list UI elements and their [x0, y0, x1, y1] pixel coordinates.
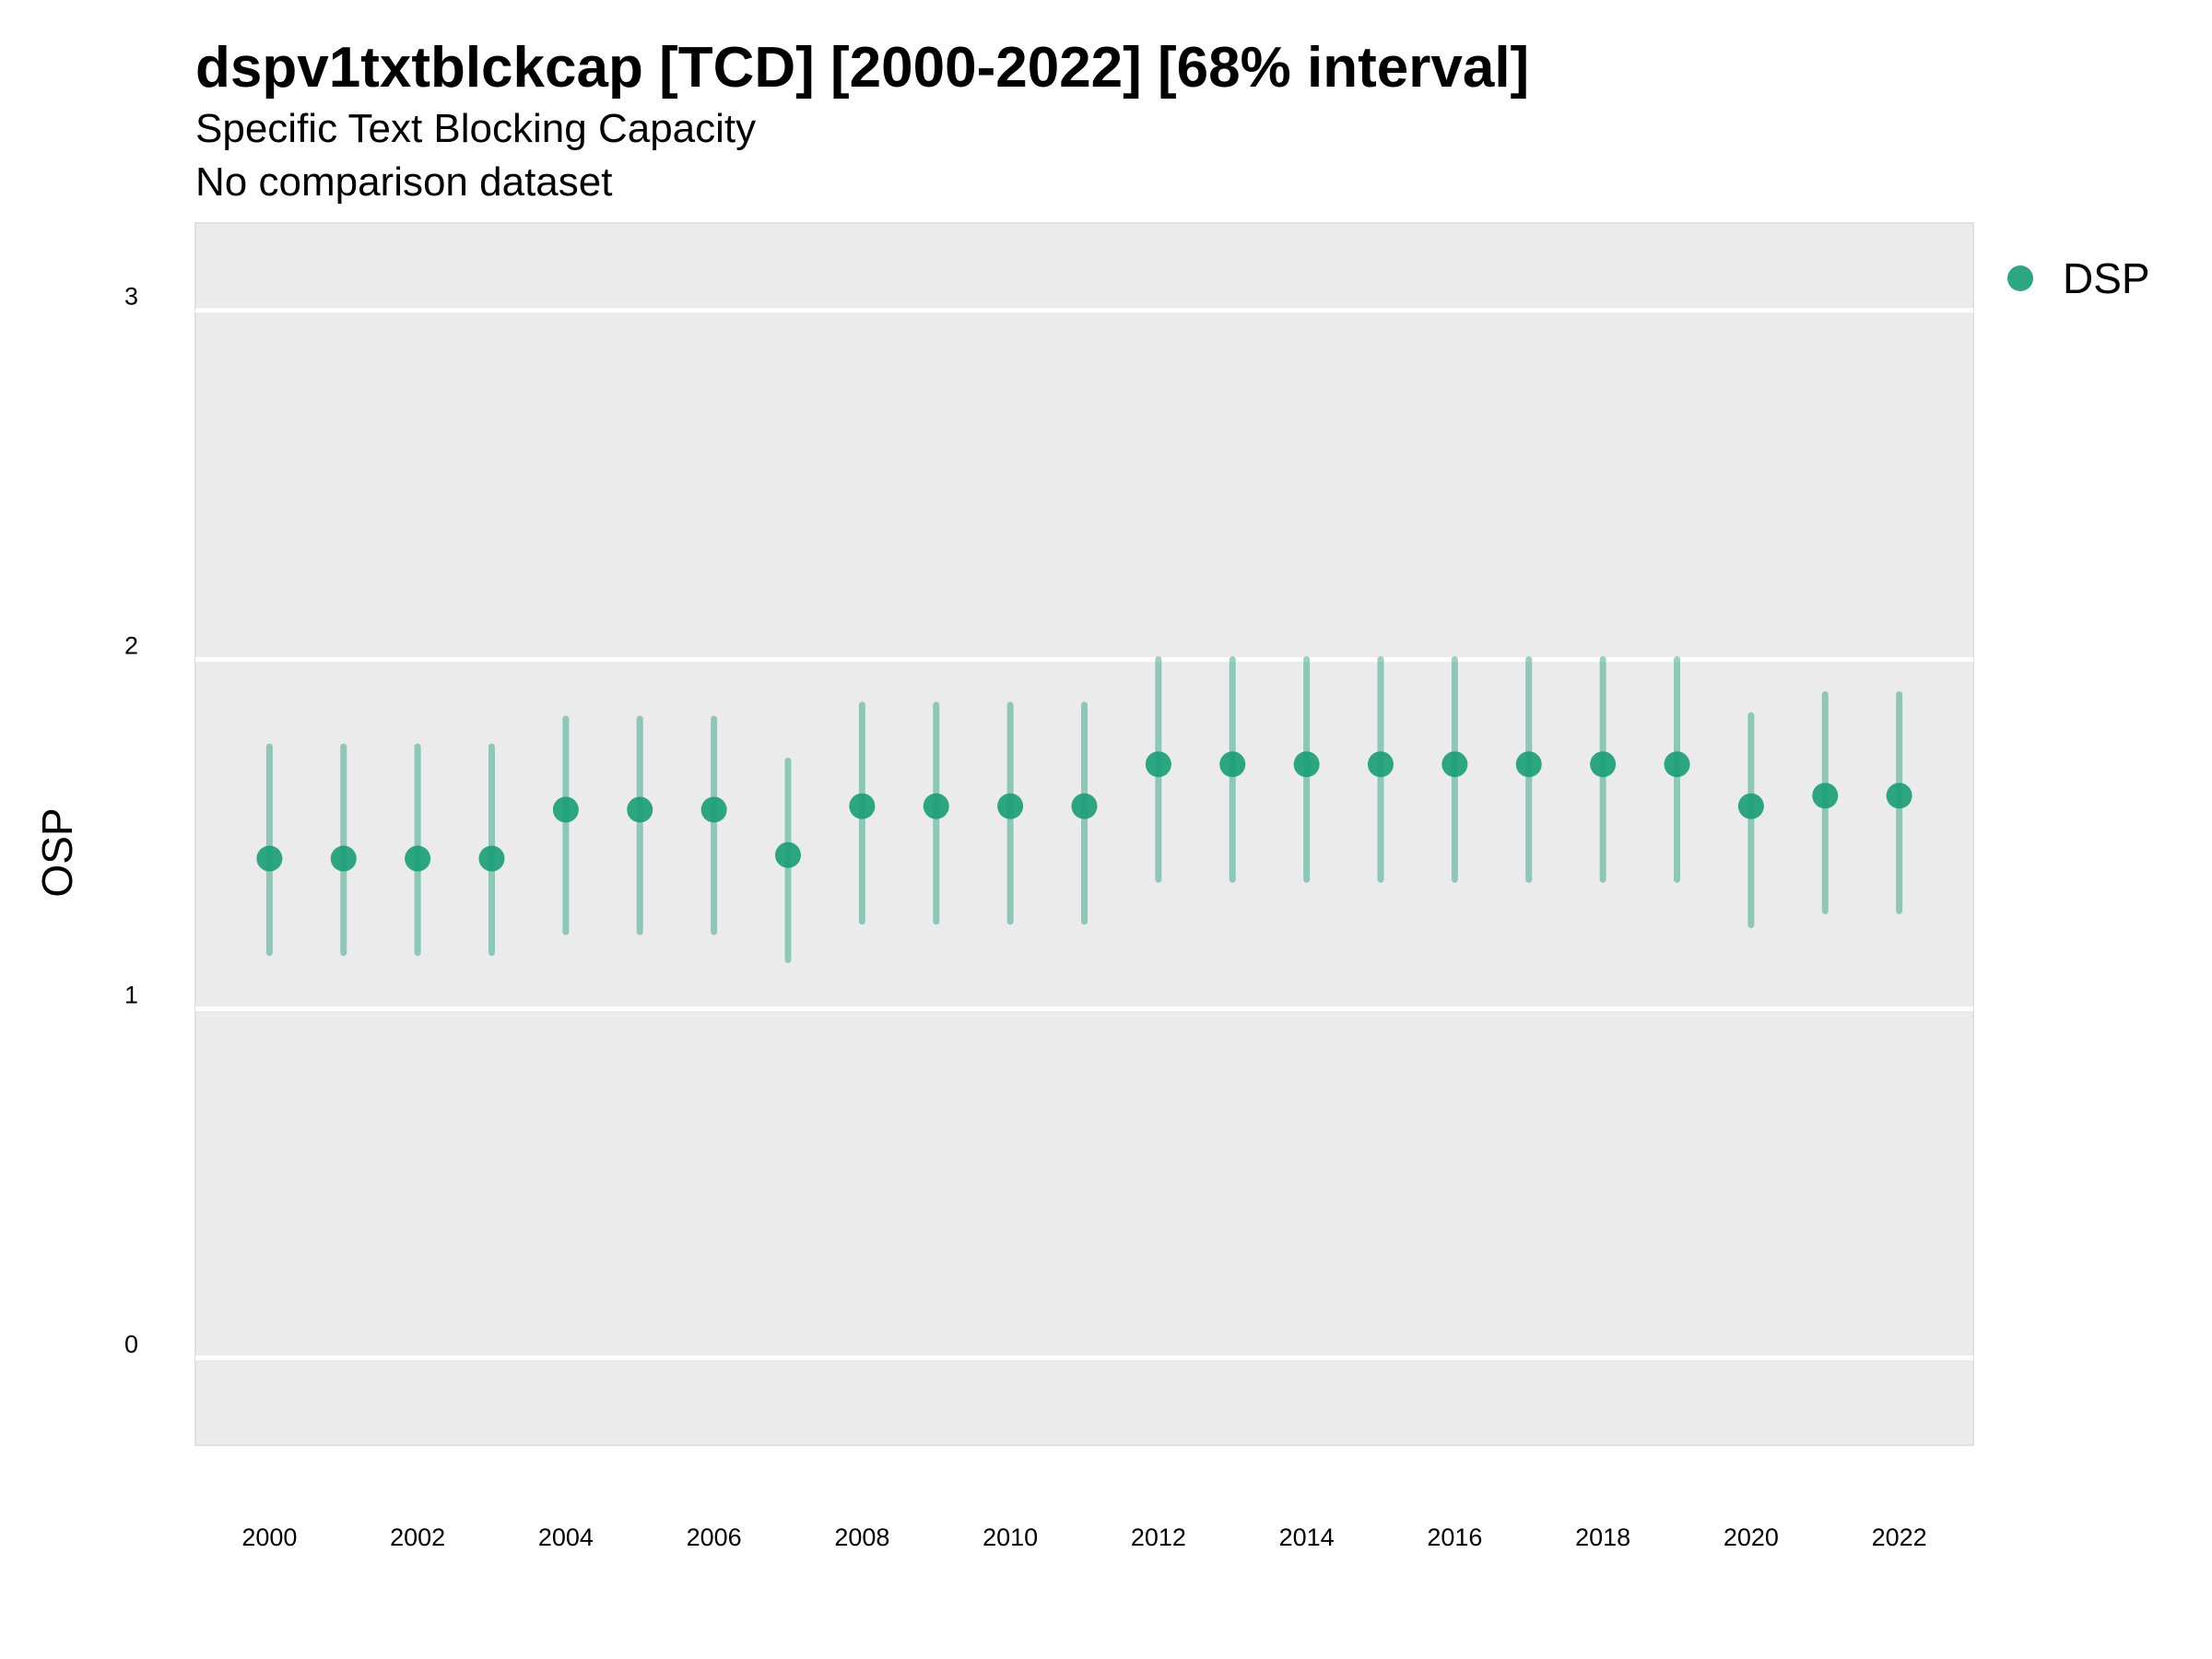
x-tick-label: 2000 — [241, 1524, 297, 1551]
y-tick-label: 2 — [124, 632, 138, 660]
data-point — [1737, 793, 1764, 819]
chart-title: dspv1txtblckcap [TCD] [2000-2022] [68% i… — [195, 36, 1530, 100]
data-point — [1664, 751, 1690, 778]
data-point — [1368, 751, 1394, 778]
y-tick-label: 3 — [124, 283, 138, 311]
data-point — [700, 796, 727, 823]
data-point — [1293, 751, 1320, 778]
x-tick-label: 2014 — [1279, 1524, 1335, 1551]
y-axis-ticks: 0 1 2 3 — [124, 283, 138, 1359]
y-tick-label: 0 — [124, 1330, 138, 1358]
data-point — [1886, 782, 1912, 809]
data-point — [330, 845, 357, 872]
data-point — [256, 845, 283, 872]
data-point — [1145, 751, 1171, 778]
data-point — [552, 796, 579, 823]
legend-label-dsp: DSP — [2063, 254, 2150, 302]
x-tick-label: 2008 — [834, 1524, 889, 1551]
data-point — [1441, 751, 1468, 778]
data-point — [1219, 751, 1246, 778]
x-tick-label: 2016 — [1427, 1524, 1482, 1551]
x-tick-label: 2022 — [1872, 1524, 1927, 1551]
chart-caption: No comparison dataset — [195, 159, 613, 205]
x-tick-label: 2006 — [687, 1524, 742, 1551]
x-tick-label: 2020 — [1724, 1524, 1779, 1551]
data-point — [775, 841, 801, 868]
plot-panel — [194, 222, 1974, 1446]
data-point — [923, 793, 949, 819]
x-axis-ticks: 2000 2002 2004 2006 2008 2010 2012 2014 2016 2018… — [241, 1524, 1926, 1551]
legend: DSP — [2007, 254, 2150, 302]
data-point — [1515, 751, 1542, 778]
data-point — [1590, 751, 1617, 778]
x-tick-label: 2018 — [1575, 1524, 1630, 1551]
data-point — [1071, 793, 1098, 819]
data-points — [256, 751, 1912, 872]
gridlines — [195, 308, 1973, 1360]
x-tick-label: 2012 — [1131, 1524, 1186, 1551]
data-point — [1812, 782, 1839, 809]
data-point — [627, 796, 653, 823]
y-axis-label: OSP — [33, 807, 81, 897]
data-point — [405, 845, 431, 872]
data-point — [849, 793, 876, 819]
data-point — [997, 793, 1024, 819]
x-tick-label: 2010 — [982, 1524, 1038, 1551]
chart-subtitle: Specific Text Blocking Capacity — [195, 106, 757, 151]
data-point — [478, 845, 505, 872]
x-tick-label: 2002 — [390, 1524, 445, 1551]
y-tick-label: 1 — [124, 981, 138, 1008]
x-tick-label: 2004 — [538, 1524, 594, 1551]
legend-marker-dsp — [2007, 265, 2033, 291]
